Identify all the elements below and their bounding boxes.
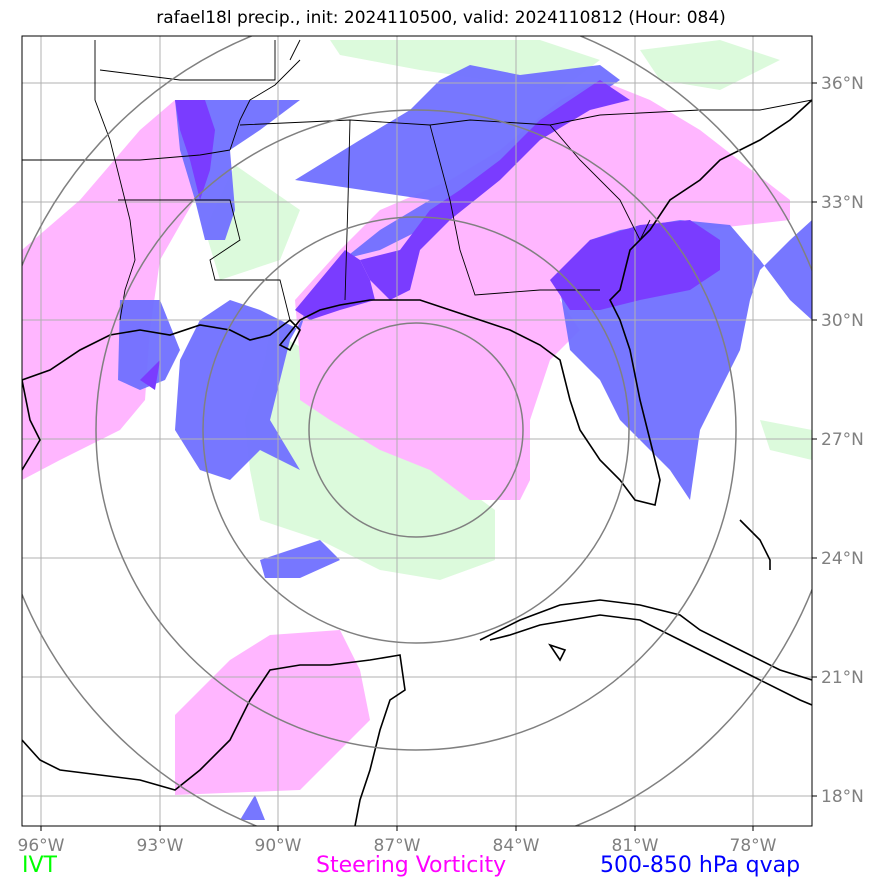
y-tick-18n: 18°N xyxy=(821,787,864,807)
x-tick-96w: 96°W xyxy=(18,836,65,856)
x-tick-87w: 87°W xyxy=(374,836,421,856)
x-tick-93w: 93°W xyxy=(137,836,184,856)
map-frame xyxy=(21,35,813,827)
x-tick-81w: 81°W xyxy=(612,836,659,856)
legend-ivt: IVT xyxy=(22,853,57,878)
y-tick-labels: 36°N 33°N 30°N 27°N 24°N 21°N 18°N xyxy=(821,74,864,807)
y-tick-33n: 33°N xyxy=(821,193,864,213)
legend-steering-vorticity: Steering Vorticity xyxy=(316,853,507,878)
legend-qvap: 500-850 hPa qvap xyxy=(600,853,801,878)
x-tick-84w: 84°W xyxy=(493,836,540,856)
range-rings xyxy=(22,36,812,826)
tick-marks xyxy=(40,82,817,831)
lat-lon-grid xyxy=(22,36,812,826)
map-title: rafael18l precip., init: 2024110500, val… xyxy=(156,8,726,28)
coastlines xyxy=(22,99,812,826)
y-tick-27n: 27°N xyxy=(821,430,864,450)
y-tick-21n: 21°N xyxy=(821,668,864,688)
x-tick-90w: 90°W xyxy=(255,836,302,856)
y-tick-24n: 24°N xyxy=(821,549,864,569)
state-borders xyxy=(22,39,812,321)
y-tick-30n: 30°N xyxy=(821,311,864,331)
x-tick-78w: 78°W xyxy=(730,836,777,856)
x-tick-labels: 96°W 93°W 90°W 87°W 84°W 81°W 78°W xyxy=(18,836,777,856)
y-tick-36n: 36°N xyxy=(821,74,864,94)
